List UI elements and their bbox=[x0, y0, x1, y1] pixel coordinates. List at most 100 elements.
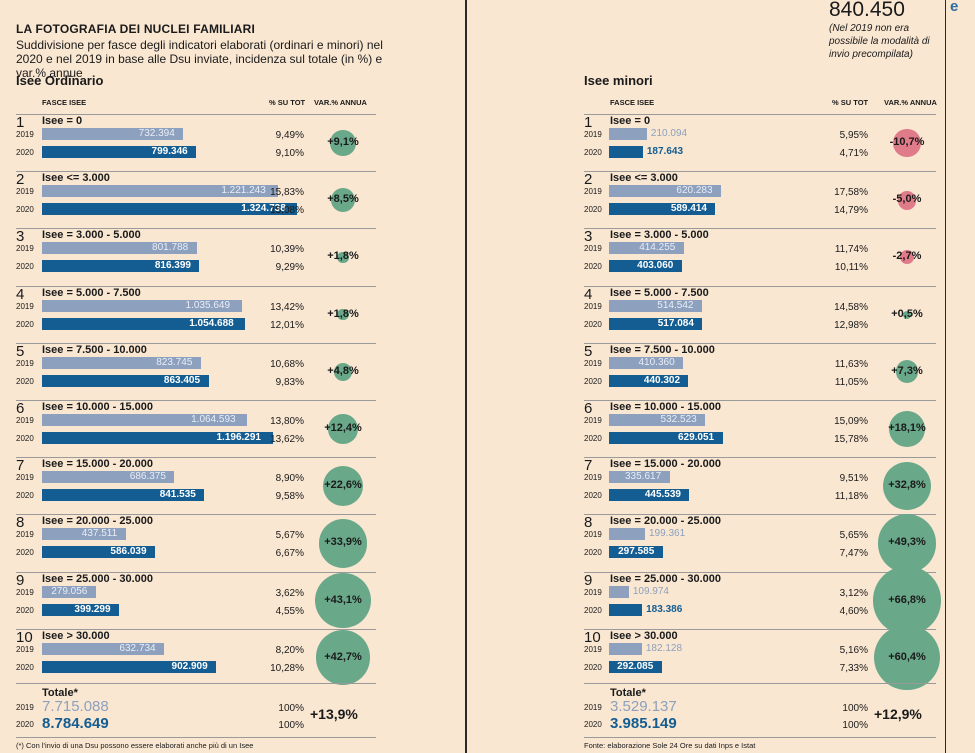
var-label: +60,4% bbox=[888, 650, 926, 663]
band-group: 1 Isee = 0 2019 2020 210.094 5,95% 187.643 4,71… bbox=[584, 114, 936, 171]
band-group: 10 Isee > 30.000 2019 2020 182.128 5,16% 292.0… bbox=[584, 628, 936, 686]
year-label-2019: 2019 bbox=[584, 587, 602, 597]
bar-2020 bbox=[609, 146, 643, 158]
total-label: Totale* bbox=[610, 687, 646, 699]
var-circle bbox=[900, 250, 914, 265]
right-edge-line bbox=[945, 0, 946, 753]
year-label-2020: 2020 bbox=[584, 434, 602, 443]
bar-value-2019: 335.617 bbox=[624, 471, 662, 483]
bar-value-2020: 187.643 bbox=[646, 146, 684, 157]
share-2020: 12,01% bbox=[270, 319, 304, 331]
bar-value-2020: 586.039 bbox=[110, 546, 147, 558]
bar-2020 bbox=[42, 260, 200, 273]
year-label-2020: 2020 bbox=[584, 662, 602, 672]
share-2020: 7,47% bbox=[839, 548, 868, 560]
year-label-2019: 2019 bbox=[16, 587, 34, 597]
bar-value-2020: 589.414 bbox=[670, 203, 707, 215]
band-number: 4 bbox=[584, 285, 593, 303]
band-group: 6 Isee = 10.000 - 15.000 2019 2020 1.064.593… bbox=[16, 400, 376, 457]
var-label: +8,5% bbox=[327, 193, 359, 206]
var-label: +43,1% bbox=[324, 593, 362, 606]
band-group: 8 Isee = 20.000 - 25.000 2019 2020 199.361 5,… bbox=[584, 514, 936, 571]
bar-2019 bbox=[609, 242, 684, 255]
total-separator bbox=[584, 683, 936, 684]
bar-2019 bbox=[42, 642, 165, 655]
share-2019: 5,16% bbox=[839, 644, 868, 656]
year-label-2020: 2020 bbox=[16, 205, 34, 215]
bar-value-2019: 199.361 bbox=[648, 528, 686, 540]
share-2019: 3,62% bbox=[275, 587, 304, 599]
bar-2019 bbox=[609, 471, 670, 484]
share-2019: 13,80% bbox=[270, 416, 304, 427]
share-2020: 10,28% bbox=[270, 662, 304, 674]
band-label: Isee = 20.000 - 25.000 bbox=[42, 515, 154, 528]
band-group: 4 Isee = 5.000 - 7.500 2019 2020 1.035.649 13… bbox=[16, 285, 376, 343]
band-group: 2 Isee <= 3.000 2019 2020 620.283 17,58% 589.4… bbox=[584, 171, 936, 228]
band-number: 3 bbox=[16, 228, 25, 246]
total-var: +12,9% bbox=[874, 706, 922, 722]
share-2019: 9,51% bbox=[839, 473, 868, 485]
band-label: Isee = 10.000 - 15.000 bbox=[610, 401, 722, 413]
bar-2020 bbox=[42, 374, 209, 387]
bar-2019 bbox=[42, 585, 96, 598]
band-label: Isee = 15.000 - 20.000 bbox=[610, 458, 722, 471]
bar-2020 bbox=[609, 432, 723, 444]
top-note-text: (Nel 2019 non era possibile la modalità … bbox=[829, 23, 930, 60]
bar-2020 bbox=[609, 489, 690, 502]
var-circle bbox=[330, 130, 356, 156]
share-2020: 15,78% bbox=[834, 434, 868, 445]
year-label-2020: 2020 bbox=[16, 262, 34, 272]
band-label: Isee = 7.500 - 10.000 bbox=[42, 343, 147, 356]
var-circle bbox=[328, 414, 358, 444]
bar-value-2020: 399.299 bbox=[74, 603, 111, 615]
band-separator bbox=[16, 628, 376, 630]
year-label-2019: 2019 bbox=[16, 358, 34, 368]
band-label: Isee = 25.000 - 30.000 bbox=[42, 572, 154, 585]
band-separator bbox=[584, 571, 936, 573]
band-label: Isee = 10.000 - 15.000 bbox=[42, 401, 154, 413]
bar-value-2019: 1.035.649 bbox=[185, 299, 231, 311]
var-circle bbox=[874, 625, 940, 691]
share-2019: 3,12% bbox=[839, 587, 868, 599]
band-label: Isee = 0 bbox=[610, 115, 651, 127]
bar-2020 bbox=[42, 603, 119, 616]
share-2020: 14,79% bbox=[834, 205, 868, 217]
share-2019: 10,39% bbox=[270, 244, 304, 256]
bar-2020 bbox=[42, 317, 246, 330]
total-var: +13,9% bbox=[310, 706, 358, 722]
share-2020: 12,98% bbox=[834, 319, 868, 331]
var-circle bbox=[323, 466, 363, 507]
band-number: 6 bbox=[16, 400, 25, 417]
band-number: 2 bbox=[16, 171, 25, 189]
share-2020: 10,11% bbox=[834, 262, 868, 274]
band-label: Isee = 0 bbox=[42, 115, 83, 127]
var-circle bbox=[337, 308, 349, 321]
header-su-tot: % SU TOT bbox=[269, 98, 306, 107]
bar-2019 bbox=[42, 128, 184, 140]
bar-2020 bbox=[42, 146, 197, 158]
band-label: Isee = 3.000 - 5.000 bbox=[610, 229, 709, 242]
band-group: 1 Isee = 0 2019 2020 732.394 9,49% 799.346 9,10… bbox=[16, 114, 376, 171]
bar-2020 bbox=[609, 603, 643, 616]
band-label: Isee = 20.000 - 25.000 bbox=[610, 515, 722, 528]
var-label: +18,1% bbox=[888, 422, 926, 434]
year-label-2019: 2019 bbox=[16, 187, 34, 197]
var-label: +9,1% bbox=[327, 136, 359, 148]
panel-title: Isee Ordinario bbox=[16, 73, 104, 88]
bar-2019 bbox=[609, 528, 645, 541]
bar-value-2020: 863.405 bbox=[163, 374, 201, 386]
bar-value-2019: 414.255 bbox=[639, 242, 676, 254]
total-year-2020: 2020 bbox=[16, 720, 34, 729]
share-2019: 5,67% bbox=[275, 530, 304, 542]
year-label-2020: 2020 bbox=[584, 376, 602, 386]
band-separator bbox=[584, 628, 936, 630]
year-label-2020: 2020 bbox=[16, 148, 34, 157]
bar-2019 bbox=[42, 299, 242, 312]
year-label-2020: 2020 bbox=[16, 491, 34, 501]
band-separator bbox=[16, 285, 376, 287]
band-group: 7 Isee = 15.000 - 20.000 2019 2020 335.617 9,… bbox=[584, 457, 936, 514]
bar-value-2020: 799.346 bbox=[151, 146, 188, 157]
band-label: Isee = 7.500 - 10.000 bbox=[610, 343, 715, 356]
total-share-2019: 100% bbox=[842, 703, 868, 714]
